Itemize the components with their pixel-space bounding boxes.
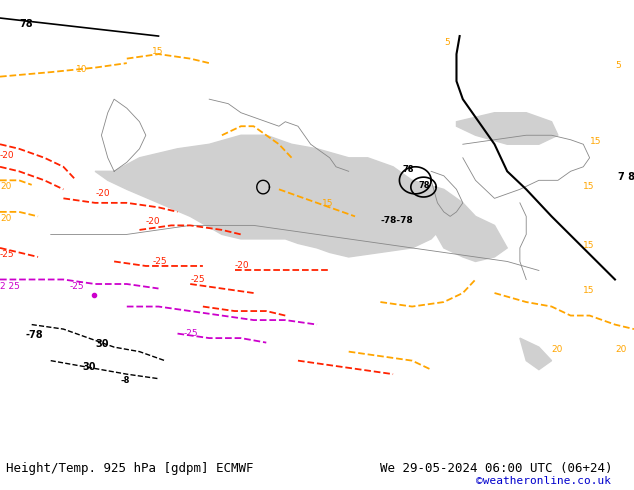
Polygon shape	[95, 135, 444, 257]
Polygon shape	[456, 113, 558, 144]
Text: 15: 15	[152, 47, 164, 56]
Text: 20: 20	[615, 344, 626, 354]
Text: 78: 78	[418, 181, 430, 191]
Text: 15: 15	[590, 137, 601, 146]
Text: We 29-05-2024 06:00 UTC (06+24): We 29-05-2024 06:00 UTC (06+24)	[380, 462, 613, 475]
Text: 30: 30	[95, 339, 108, 349]
Text: 10: 10	[76, 65, 87, 74]
Text: -20: -20	[146, 218, 160, 226]
Text: -20: -20	[95, 189, 110, 198]
Text: 20: 20	[0, 182, 11, 191]
Text: -25: -25	[0, 250, 15, 259]
Text: -78-78: -78-78	[380, 216, 413, 225]
Polygon shape	[399, 180, 507, 262]
Text: -25: -25	[184, 329, 198, 338]
Text: 15: 15	[583, 182, 595, 191]
Text: -25: -25	[70, 282, 84, 291]
Text: -25: -25	[152, 257, 167, 266]
Text: 30: 30	[82, 362, 96, 371]
Text: 15: 15	[583, 286, 595, 295]
Text: -25: -25	[190, 275, 205, 284]
Text: 20: 20	[552, 344, 563, 354]
Text: 20: 20	[0, 214, 11, 223]
Text: 15: 15	[322, 198, 333, 208]
Polygon shape	[520, 338, 552, 369]
Text: ©weatheronline.co.uk: ©weatheronline.co.uk	[476, 476, 611, 486]
Text: 5: 5	[615, 61, 621, 70]
Text: 5: 5	[444, 38, 450, 47]
Text: Height/Temp. 925 hPa [gdpm] ECMWF: Height/Temp. 925 hPa [gdpm] ECMWF	[6, 462, 254, 475]
Text: -8: -8	[120, 376, 130, 385]
Text: 78: 78	[403, 165, 414, 174]
Text: 78: 78	[19, 19, 32, 29]
Text: -20: -20	[235, 261, 249, 270]
Text: -20: -20	[0, 151, 15, 160]
Text: 7 8: 7 8	[618, 172, 634, 182]
Text: 15: 15	[583, 241, 595, 250]
Text: 2 25: 2 25	[0, 282, 20, 291]
Text: -78: -78	[25, 330, 43, 340]
